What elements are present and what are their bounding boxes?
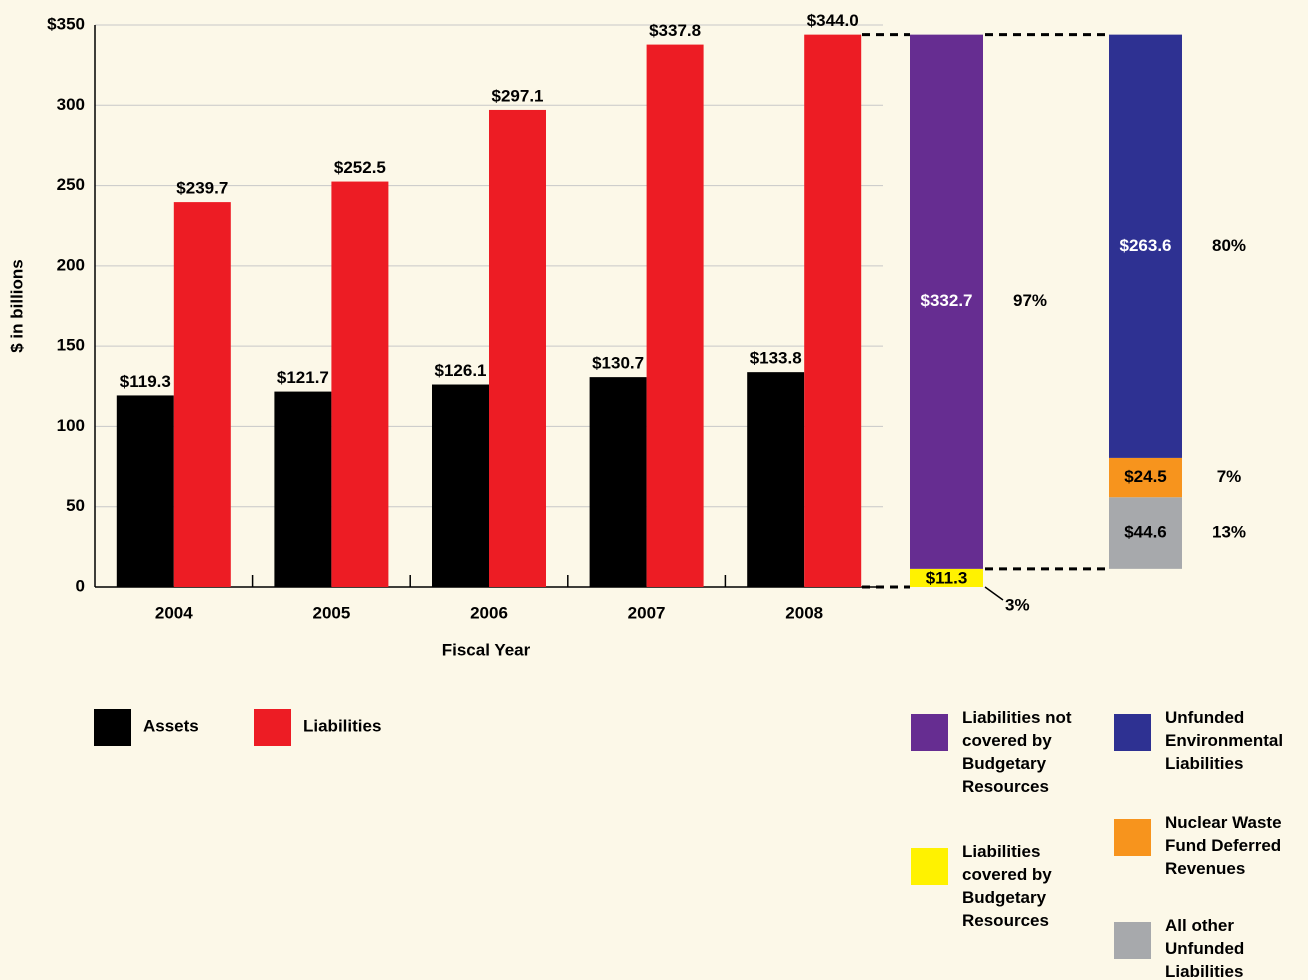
segment-label: $11.3 <box>926 568 968 587</box>
legend-swatch <box>911 714 948 751</box>
stack-segment <box>1109 34 1182 458</box>
bar <box>173 202 231 587</box>
bar <box>432 384 489 587</box>
legend-label: Liabilities not covered by Budgetary Res… <box>962 708 1072 796</box>
percent-label: 97% <box>1013 291 1047 310</box>
percent-label: 7% <box>1217 467 1242 486</box>
bar <box>331 181 389 588</box>
y-tick-label: 100 <box>57 416 85 435</box>
value-label: $130.7 <box>592 354 644 373</box>
legend-swatch <box>1114 922 1151 959</box>
legend-swatch <box>1114 714 1151 751</box>
segment-label: $263.6 <box>1120 236 1172 255</box>
bar <box>804 34 862 588</box>
legend-label: Liabilities covered by Budgetary Resourc… <box>962 842 1052 930</box>
legend-swatch <box>254 709 291 746</box>
y-tick-label: 150 <box>57 336 85 355</box>
value-label: $297.1 <box>492 86 544 105</box>
y-tick-label: 250 <box>57 175 85 194</box>
leader-line <box>984 586 1004 601</box>
bar <box>589 377 647 587</box>
x-tick-label: 2005 <box>312 603 350 622</box>
legend-label: Liabilities <box>303 716 381 735</box>
y-tick-label: $350 <box>47 14 85 33</box>
segment-label: $332.7 <box>921 291 973 310</box>
value-label: $121.7 <box>277 368 329 387</box>
value-label: $344.0 <box>807 11 859 30</box>
segment-label: $24.5 <box>1124 467 1167 486</box>
legend-swatch <box>94 709 131 746</box>
value-label: $337.8 <box>649 21 701 40</box>
legend-label: Unfunded Environmental Liabilities <box>1165 708 1284 773</box>
y-tick-label: 200 <box>57 255 85 274</box>
y-axis-label: $ in billions <box>7 259 26 353</box>
bar <box>116 395 174 587</box>
value-label: $133.8 <box>750 349 802 368</box>
x-tick-label: 2004 <box>155 603 193 622</box>
value-label: $126.1 <box>435 361 487 380</box>
stack-segment <box>910 568 983 587</box>
bar <box>274 391 332 587</box>
percent-label: 80% <box>1212 236 1246 255</box>
stack-segment <box>1109 457 1182 498</box>
y-tick-label: 50 <box>66 496 85 515</box>
x-tick-label: 2006 <box>470 603 508 622</box>
bar <box>489 109 546 587</box>
legend-label: All other Unfunded Liabilities <box>1165 916 1245 980</box>
bar <box>646 44 704 587</box>
stack-segment <box>910 34 983 569</box>
x-tick-label: 2007 <box>628 603 666 622</box>
stack-segment <box>1109 497 1182 569</box>
value-label: $252.5 <box>334 158 386 177</box>
legend-label: Assets <box>143 716 199 735</box>
segment-label: $44.6 <box>1124 523 1167 542</box>
value-label: $119.3 <box>120 372 171 391</box>
x-tick-label: 2008 <box>785 603 823 622</box>
percent-label: 13% <box>1212 523 1246 542</box>
y-tick-label: 0 <box>76 576 85 595</box>
bar <box>747 372 805 587</box>
x-axis-label: Fiscal Year <box>442 640 531 659</box>
value-label: $239.7 <box>176 179 228 198</box>
legend-swatch <box>1114 819 1151 856</box>
legend-swatch <box>911 848 948 885</box>
y-tick-label: 300 <box>57 95 85 114</box>
legend-label: Nuclear Waste Fund Deferred Revenues <box>1165 813 1282 878</box>
percent-label: 3% <box>1005 595 1030 614</box>
